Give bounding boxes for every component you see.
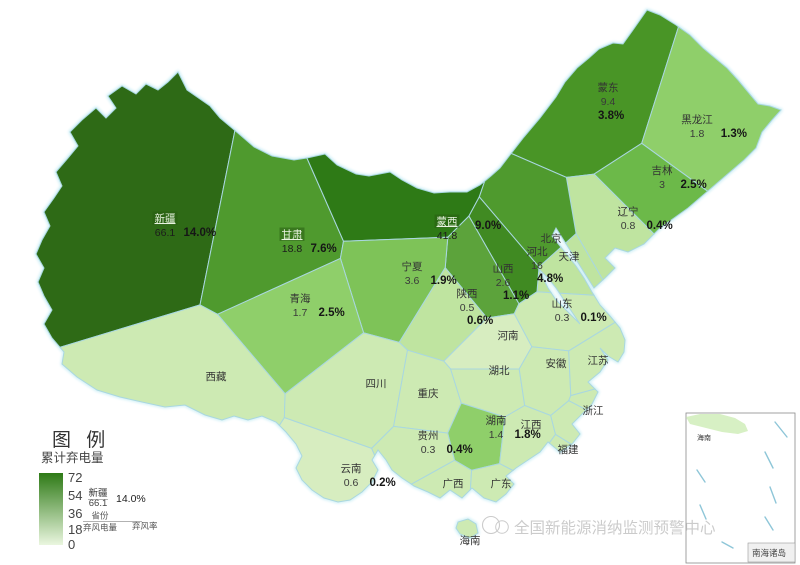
svg-text:广西: 广西	[443, 478, 464, 490]
svg-text:1.4: 1.4	[489, 429, 504, 441]
svg-text:西藏: 西藏	[206, 371, 227, 383]
svg-text:安徽: 安徽	[546, 357, 567, 370]
svg-text:54: 54	[68, 488, 82, 503]
svg-text:南海诸岛: 南海诸岛	[752, 548, 786, 558]
svg-text:吉林: 吉林	[652, 164, 673, 177]
svg-text:河南: 河南	[498, 329, 519, 342]
svg-text:黑龙江: 黑龙江	[681, 113, 713, 126]
svg-text:海南: 海南	[697, 433, 711, 442]
svg-text:福建: 福建	[558, 443, 579, 456]
svg-text:1.3%: 1.3%	[721, 128, 747, 140]
svg-text:0: 0	[68, 537, 75, 552]
svg-text:1.8: 1.8	[690, 128, 705, 140]
svg-text:山东: 山东	[552, 297, 573, 310]
svg-text:41.8: 41.8	[437, 230, 458, 242]
svg-text:9.0%: 9.0%	[475, 220, 501, 232]
svg-text:2.6: 2.6	[496, 277, 511, 289]
svg-text:弃风率: 弃风率	[132, 521, 158, 531]
svg-text:蒙东: 蒙东	[598, 81, 619, 94]
svg-text:0.8: 0.8	[621, 220, 636, 232]
svg-text:3.8%: 3.8%	[598, 110, 624, 122]
svg-text:青海: 青海	[290, 292, 311, 305]
svg-text:云南: 云南	[341, 462, 362, 475]
svg-text:0.4%: 0.4%	[647, 220, 673, 232]
svg-text:0.2%: 0.2%	[370, 477, 396, 489]
svg-text:弃风电量: 弃风电量	[83, 523, 118, 533]
svg-text:14.0%: 14.0%	[184, 227, 217, 239]
svg-text:36: 36	[68, 506, 82, 521]
svg-text:宁夏: 宁夏	[402, 260, 423, 273]
svg-text:9.4: 9.4	[601, 96, 616, 108]
svg-text:江西: 江西	[521, 419, 542, 431]
svg-text:7.6%: 7.6%	[311, 243, 337, 255]
svg-text:18: 18	[68, 522, 82, 537]
svg-text:66.1: 66.1	[155, 227, 176, 239]
svg-text:18.8: 18.8	[282, 243, 303, 255]
svg-text:72: 72	[68, 470, 82, 485]
svg-text:广东: 广东	[491, 477, 512, 490]
svg-text:天津: 天津	[559, 251, 580, 263]
svg-text:16: 16	[531, 260, 543, 272]
svg-text:江苏: 江苏	[588, 354, 609, 367]
svg-text:3: 3	[659, 179, 665, 191]
svg-text:浙江: 浙江	[583, 405, 604, 417]
svg-text:0.6%: 0.6%	[467, 315, 493, 327]
svg-text:1.1%: 1.1%	[503, 290, 529, 302]
svg-text:河北: 河北	[527, 246, 548, 258]
svg-text:山西: 山西	[493, 263, 514, 275]
svg-text:1.9%: 1.9%	[431, 275, 457, 287]
svg-text:2.5%: 2.5%	[319, 307, 345, 319]
svg-text:蒙西: 蒙西	[437, 215, 458, 228]
svg-text:北京: 北京	[541, 232, 562, 245]
svg-text:重庆: 重庆	[418, 387, 439, 400]
svg-text:贵州: 贵州	[418, 429, 439, 442]
svg-text:新疆: 新疆	[155, 212, 176, 225]
svg-text:累计弃电量: 累计弃电量	[41, 450, 104, 465]
svg-text:陕西: 陕西	[457, 287, 478, 300]
svg-text:0.6: 0.6	[344, 477, 359, 489]
svg-text:辽宁: 辽宁	[618, 205, 639, 218]
svg-text:图 例: 图 例	[52, 429, 110, 451]
svg-text:0.4%: 0.4%	[447, 444, 473, 456]
svg-text:0.3: 0.3	[421, 444, 436, 456]
svg-text:4.8%: 4.8%	[537, 273, 563, 285]
svg-text:湖北: 湖北	[489, 365, 510, 377]
svg-text:1.7: 1.7	[293, 307, 308, 319]
svg-text:0.1%: 0.1%	[581, 312, 607, 324]
svg-text:3.6: 3.6	[405, 275, 420, 287]
svg-text:全国新能源消纳监测预警中心: 全国新能源消纳监测预警中心	[514, 519, 716, 537]
svg-text:海南: 海南	[460, 534, 481, 547]
svg-text:66.1: 66.1	[89, 498, 108, 509]
svg-text:四川: 四川	[366, 378, 387, 390]
svg-text:甘肃: 甘肃	[282, 228, 303, 241]
svg-text:0.5: 0.5	[460, 302, 475, 314]
svg-text:2.5%: 2.5%	[681, 179, 707, 191]
svg-text:14.0%: 14.0%	[116, 493, 146, 505]
svg-text:0.3: 0.3	[555, 312, 570, 324]
svg-text:省份: 省份	[91, 511, 109, 521]
svg-text:湖南: 湖南	[486, 414, 507, 427]
